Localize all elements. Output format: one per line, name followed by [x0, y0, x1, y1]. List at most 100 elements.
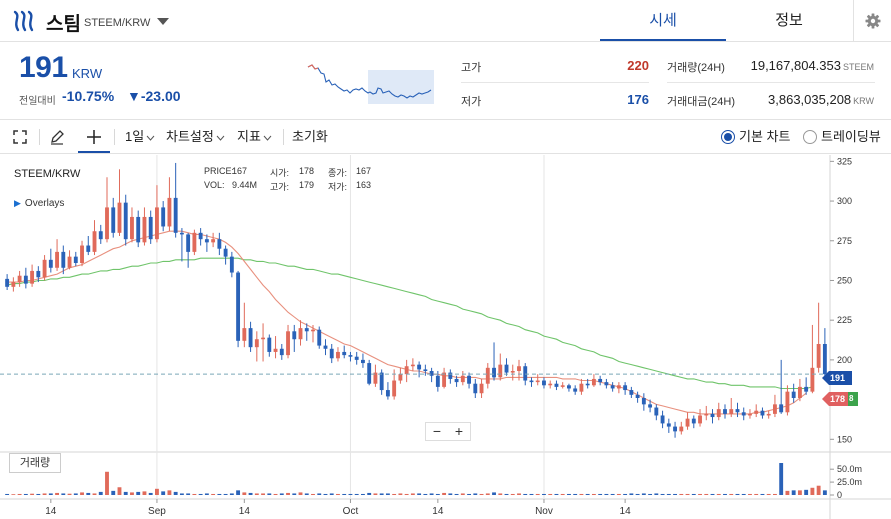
zoom-in-button[interactable]: +	[454, 423, 464, 439]
fullscreen-button[interactable]	[13, 121, 31, 153]
candle-body	[535, 380, 540, 383]
candle-body	[660, 415, 665, 424]
change-amount: ▼-23.00	[127, 88, 181, 104]
candle-body	[86, 245, 91, 252]
tradingview-radio[interactable]	[803, 130, 817, 144]
candle-body	[548, 383, 553, 386]
legend-low-value: 163	[356, 180, 372, 190]
overlays-toggle[interactable]: ▶ Overlays	[14, 198, 65, 209]
crosshair-button[interactable]	[78, 121, 110, 153]
price-unit: KRW	[72, 66, 103, 81]
candlestick-chart[interactable]: 15017520022525027530032550.0m25.0m014Sep…	[0, 155, 891, 519]
volume-24h-label: 거래량(24H)	[667, 62, 725, 74]
candle-body	[379, 372, 384, 391]
volume-bar	[716, 493, 721, 495]
volume-tick-label: 0	[837, 490, 842, 500]
candle-body	[311, 329, 315, 332]
candle-body	[598, 378, 603, 383]
tab-price[interactable]: 시세	[600, 0, 726, 41]
candle-body	[192, 232, 197, 252]
candle-body	[804, 386, 809, 392]
basic-chart-label[interactable]: 기본 차트	[739, 129, 791, 144]
candle-body	[367, 363, 372, 384]
volume-bar	[741, 493, 746, 495]
volume-pane-label[interactable]: 거래량	[9, 453, 61, 473]
candle-body	[73, 256, 78, 263]
volume-tick-label: 25.0m	[837, 477, 862, 487]
volume-bar	[816, 485, 821, 495]
chart-toolbar: 1일 차트설정 지표 초기화 기본 차트 트레이딩뷰	[0, 121, 891, 154]
volume-bar	[73, 493, 78, 495]
candle-body	[348, 355, 353, 357]
volume-bar	[498, 493, 503, 495]
candle-body	[167, 197, 172, 227]
volume-bar	[111, 490, 116, 495]
y-tick-label: 150	[837, 434, 852, 444]
candle-body	[748, 413, 752, 416]
candle-body	[186, 234, 191, 252]
reset-button[interactable]: 초기화	[292, 129, 328, 144]
amount-24h-label: 거래대금(24H)	[667, 96, 735, 108]
candle-body	[754, 410, 759, 414]
volume-bar	[698, 493, 702, 495]
zoom-controls: − +	[425, 422, 471, 441]
y-tick-label: 200	[837, 355, 852, 365]
candle-body	[55, 251, 59, 268]
volume-bar	[211, 493, 216, 495]
volume-bar	[155, 488, 159, 495]
legend-low-label: 저가:	[328, 182, 348, 192]
indicators-menu[interactable]: 지표	[237, 121, 272, 153]
candle-body	[67, 256, 72, 268]
volume-bar	[616, 493, 621, 495]
settings-button[interactable]	[853, 0, 891, 41]
chart-settings-menu[interactable]: 차트설정	[166, 121, 225, 153]
stats-divider	[667, 82, 875, 83]
candle-body	[691, 418, 696, 424]
volume-bar	[273, 493, 278, 495]
volume-bar	[254, 493, 259, 495]
candle-body	[685, 418, 690, 427]
candle-body	[155, 207, 159, 240]
volume-bar	[130, 492, 134, 495]
toolbar-divider	[114, 129, 115, 145]
legend-close-value: 167	[356, 166, 372, 176]
volume-bar	[460, 493, 465, 495]
candle-body	[423, 369, 428, 371]
volume-bar	[329, 493, 334, 495]
volume-bar	[735, 493, 740, 495]
volume-bar	[429, 493, 434, 495]
volume-bar	[535, 493, 540, 495]
interval-select[interactable]: 1일	[125, 121, 155, 153]
candle-body	[336, 351, 340, 359]
candle-body	[130, 216, 134, 240]
draw-button[interactable]	[49, 121, 67, 153]
caret-down-icon[interactable]	[156, 15, 170, 27]
candle-body	[654, 407, 659, 416]
candle-body	[442, 372, 447, 387]
tab-info[interactable]: 정보	[775, 12, 803, 29]
volume-bar	[685, 493, 690, 495]
volume-bar	[217, 493, 222, 495]
y-tick-label: 275	[837, 236, 852, 246]
candle-body	[98, 231, 103, 240]
volume-bar	[691, 493, 696, 495]
basic-chart-radio[interactable]	[721, 130, 735, 144]
price-sparkline	[306, 60, 434, 104]
volume-bar	[304, 493, 309, 495]
candle-body	[510, 371, 515, 373]
candle-body	[741, 412, 746, 416]
volume-bar	[242, 492, 247, 495]
candle-body	[323, 345, 328, 349]
chart-canvas[interactable]: 15017520022525027530032550.0m25.0m014Sep…	[0, 155, 891, 519]
volume-bar	[573, 493, 578, 495]
candle-body	[766, 413, 771, 416]
tradingview-label[interactable]: 트레이딩뷰	[821, 129, 881, 144]
stats-divider	[461, 82, 649, 83]
zoom-out-button[interactable]: −	[432, 423, 442, 439]
candle-body	[567, 385, 571, 389]
candle-body	[179, 232, 184, 235]
low-label: 저가	[461, 96, 482, 108]
volume-bar	[785, 490, 790, 495]
volume-bar	[448, 493, 453, 495]
candle-body	[248, 328, 253, 348]
